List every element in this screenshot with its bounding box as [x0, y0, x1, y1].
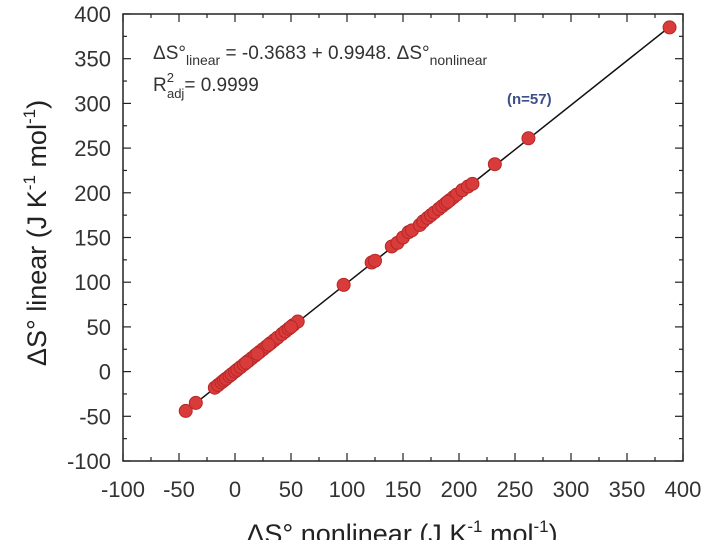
data-point — [250, 346, 265, 361]
data-point — [188, 395, 203, 410]
y-axis-title: ΔS° linear (J K-1 mol-1) — [20, 100, 52, 366]
y-tick-label: 300 — [74, 91, 111, 116]
x-tick-label: 100 — [329, 477, 366, 502]
data-point — [261, 337, 276, 352]
sample-size-label: (n=57) — [507, 91, 552, 108]
data-point — [487, 157, 502, 172]
y-tick-label: -50 — [79, 404, 111, 429]
x-tick-label: -50 — [163, 477, 195, 502]
axis-ticks: -100 -50 0 50 100 150 200 250 300 350 400 -100 -50 0 5… — [67, 2, 701, 502]
fit-equation: ΔS°linear = -0.3683 + 0.9948. ΔS°nonline… — [153, 43, 488, 68]
y-tick-label: 200 — [74, 181, 111, 206]
data-point — [284, 319, 298, 334]
data-point — [440, 194, 455, 209]
data-point — [336, 277, 351, 292]
y-tick-label: 0 — [99, 360, 111, 385]
x-axis-title: ΔS° nonlinear (J K-1 mol-1) — [246, 517, 557, 540]
x-tick-label: 0 — [229, 477, 241, 502]
y-tick-label: 150 — [74, 226, 111, 251]
y-tick-label: 350 — [74, 47, 111, 72]
data-point — [465, 176, 480, 191]
x-tick-label: -100 — [101, 477, 145, 502]
x-tick-label: 350 — [609, 477, 646, 502]
data-point — [239, 355, 254, 370]
data-point — [178, 403, 193, 418]
data-points — [178, 20, 677, 418]
x-tick-label: 150 — [385, 477, 422, 502]
r-squared-label: R2 adj= 0.9999 — [153, 70, 259, 101]
x-tick-label: 300 — [553, 477, 590, 502]
data-point — [521, 131, 536, 146]
x-tick-label: 50 — [279, 477, 303, 502]
x-tick-label: 250 — [497, 477, 534, 502]
y-tick-label: 50 — [87, 315, 111, 340]
y-tick-label: 250 — [74, 136, 111, 161]
x-tick-label: 200 — [441, 477, 478, 502]
y-tick-label: 400 — [74, 2, 111, 27]
y-tick-label: 100 — [74, 270, 111, 295]
data-point — [368, 253, 382, 268]
y-tick-label: -100 — [67, 449, 111, 474]
data-point — [662, 20, 677, 35]
x-tick-label: 400 — [665, 477, 702, 502]
